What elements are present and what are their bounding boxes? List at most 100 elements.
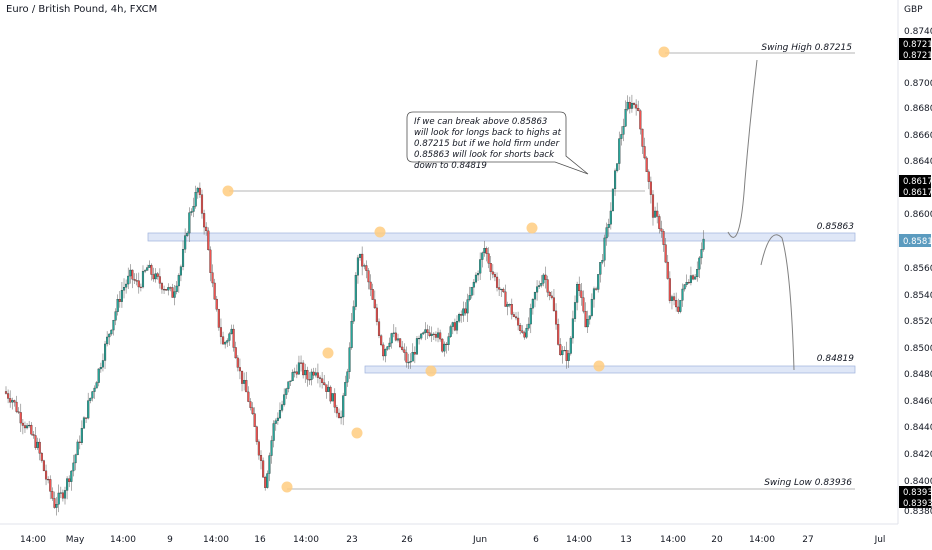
candle-up xyxy=(310,371,313,380)
candle-down xyxy=(118,299,121,302)
candle-up xyxy=(76,441,79,456)
candle-down xyxy=(502,288,505,293)
candle-up xyxy=(698,257,701,270)
candle-down xyxy=(131,269,134,280)
candle-up xyxy=(415,338,419,355)
candle-down xyxy=(40,453,43,461)
candle-up xyxy=(287,381,290,389)
candle-up xyxy=(384,349,387,357)
candle-down xyxy=(61,492,64,499)
candle-down xyxy=(156,273,159,277)
candle-down xyxy=(445,343,448,345)
candle-down xyxy=(677,306,680,312)
time-tick-label: 16 xyxy=(254,535,266,545)
swing-low-price-tag-b xyxy=(899,497,931,508)
candle-up xyxy=(586,319,589,328)
candle-up xyxy=(230,328,233,334)
candle-down xyxy=(9,398,12,403)
candle-up xyxy=(74,454,77,464)
candle-up xyxy=(654,210,657,218)
candle-up xyxy=(483,248,486,254)
candle-down xyxy=(15,401,18,412)
price-tick-label: 0.85200 xyxy=(904,317,932,327)
candle-down xyxy=(399,338,402,348)
candle-up xyxy=(696,269,699,278)
candle-down xyxy=(234,347,237,359)
candle-down xyxy=(23,425,27,429)
marker-1 xyxy=(222,185,234,197)
candle-down xyxy=(262,460,265,478)
candle-down xyxy=(318,377,322,379)
candle-up xyxy=(327,386,330,392)
candle-up xyxy=(188,212,191,234)
swing-markers xyxy=(222,46,670,493)
candle-up xyxy=(418,337,421,340)
price-tick-label: 0.85600 xyxy=(904,264,932,274)
current-price-tag xyxy=(899,234,931,247)
candle-down xyxy=(495,276,499,288)
level-price-tag-b xyxy=(899,186,931,197)
candle-down xyxy=(548,291,551,297)
candle-up xyxy=(542,274,545,284)
candle-up xyxy=(181,249,185,267)
candle-up xyxy=(472,281,475,288)
time-tick-label: 20 xyxy=(711,535,723,545)
candle-up xyxy=(603,237,606,261)
candle-down xyxy=(302,362,305,376)
candle-down xyxy=(325,384,328,392)
candle-up xyxy=(422,332,425,335)
price-tick-label: 0.84800 xyxy=(904,370,932,380)
candle-down xyxy=(316,372,319,378)
candle-down xyxy=(544,274,547,280)
swing-high-marker xyxy=(658,46,670,58)
candle-down xyxy=(51,491,54,499)
marker-5 xyxy=(425,365,437,377)
candle-down xyxy=(656,210,659,217)
candle-down xyxy=(47,479,50,481)
candle-down xyxy=(673,296,676,301)
candle-down xyxy=(559,344,562,356)
candle-up xyxy=(388,342,391,347)
candle-down xyxy=(441,338,444,352)
candle-down xyxy=(645,157,648,172)
candle-up xyxy=(70,470,73,482)
candle-down xyxy=(498,287,501,290)
candle-down xyxy=(245,380,248,393)
candle-up xyxy=(624,109,627,127)
candle-up xyxy=(196,187,199,193)
candle-up xyxy=(314,372,317,376)
candle-down xyxy=(367,270,370,283)
candle-up xyxy=(592,288,596,300)
price-tick-label: 0.87400 xyxy=(904,27,932,37)
swing-low-marker xyxy=(281,481,293,493)
bearish-projection-path xyxy=(760,234,795,371)
candle-up xyxy=(283,394,286,405)
candle-up xyxy=(599,262,602,275)
candle-up xyxy=(11,400,14,403)
candle-down xyxy=(312,371,315,376)
candle-down xyxy=(584,311,587,328)
candle-down xyxy=(426,329,429,333)
candle-up xyxy=(479,259,482,274)
price-axis-ticks: 0.87400 0.87000 0.86800 0.86600 0.86400 0.860… xyxy=(904,27,932,511)
candle-up xyxy=(540,283,543,286)
candle-up xyxy=(91,391,94,399)
time-tick-label: 13 xyxy=(620,535,631,545)
candle-down xyxy=(200,194,204,214)
candle-down xyxy=(643,146,646,159)
candle-down xyxy=(217,309,220,328)
candle-down xyxy=(7,393,10,399)
candle-down xyxy=(135,280,138,282)
candle-up xyxy=(533,292,537,300)
candle-up xyxy=(184,235,187,250)
candle-up xyxy=(72,462,75,472)
candle-down xyxy=(295,371,298,375)
candle-down xyxy=(375,307,378,322)
candle-down xyxy=(68,478,71,482)
candle-down xyxy=(582,297,585,312)
candle-up xyxy=(224,342,227,345)
candle-up xyxy=(104,343,107,361)
marker-2 xyxy=(374,226,386,238)
